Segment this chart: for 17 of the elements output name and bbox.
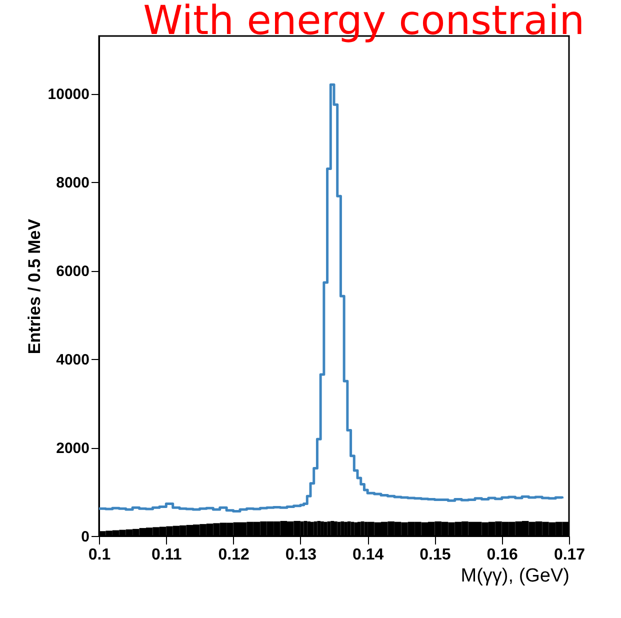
x-tick-label: 0.14: [352, 546, 384, 564]
y-tick-label: 8000: [56, 174, 90, 192]
y-tick-label: 4000: [56, 352, 90, 369]
x-tick-label: 0.11: [152, 546, 182, 564]
y-tick-label: 0: [81, 528, 90, 546]
x-tick-label: 0.1: [88, 546, 111, 564]
y-tick-label: 2000: [56, 440, 90, 458]
x-tick-label: 0.13: [285, 546, 317, 564]
x-tick-label: 0.12: [218, 546, 250, 564]
y-tick-label: 6000: [56, 263, 90, 280]
chart-title: With energy constrain: [143, 0, 585, 44]
y-axis-title: Entries / 0.5 MeV: [24, 218, 44, 354]
x-tick-label: 0.17: [554, 546, 586, 564]
y-tick-label: 10000: [48, 86, 90, 104]
x-tick-label: 0.16: [486, 546, 518, 564]
x-axis-title: M(γγ), (GeV): [460, 566, 570, 586]
x-tick-label: 0.15: [420, 546, 451, 564]
